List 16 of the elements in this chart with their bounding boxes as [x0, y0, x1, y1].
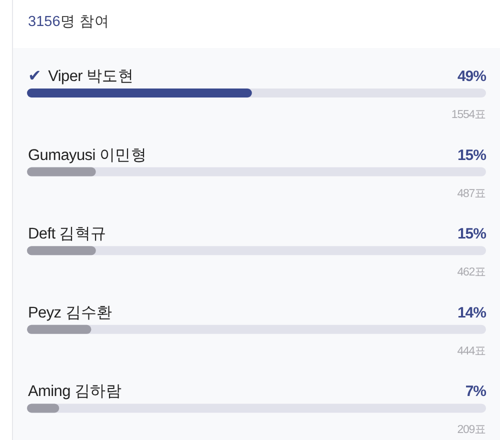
annotation: 444표	[457, 345, 486, 358]
value-label: 49%	[457, 68, 486, 85]
value-label: 15%	[457, 146, 486, 164]
category-label: Gumayusi 이민형	[28, 146, 146, 164]
value-label: 14%	[457, 304, 486, 322]
title: 3156명 참여	[28, 14, 110, 30]
category-label: ✔ Viper 박도현	[28, 66, 134, 85]
annotation: 1554표	[451, 109, 486, 121]
value-label: 15%	[457, 226, 486, 243]
annotation: 487표	[457, 188, 486, 200]
category-label: Peyz 김수환	[28, 304, 112, 322]
annotation: 209표	[457, 424, 486, 436]
value-label: 7%	[465, 383, 486, 400]
annotation: 462표	[457, 266, 486, 279]
category-label: Aming 김하람	[28, 383, 122, 400]
category-label: Deft 김혁규	[28, 226, 106, 243]
